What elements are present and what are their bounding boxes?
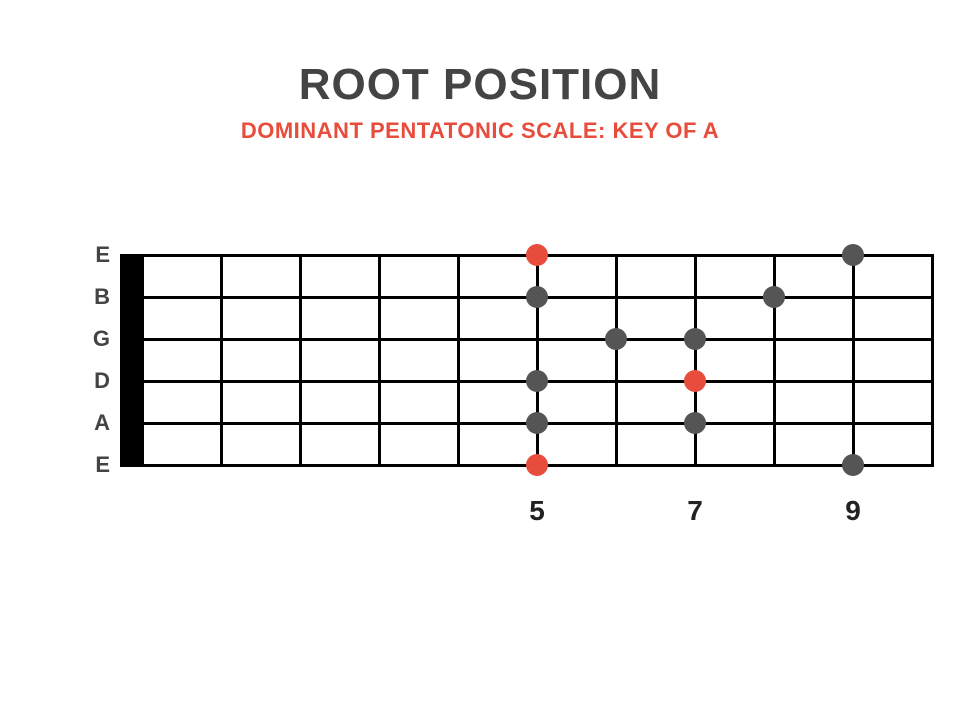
fret-line [852,254,855,467]
string-label: D [80,368,110,394]
page: { "title": { "text": "ROOT POSITION", "c… [0,0,960,720]
scale-note-dot [526,286,548,308]
string-label: E [80,242,110,268]
root-note-dot [526,454,548,476]
string-label: A [80,410,110,436]
diagram-title: ROOT POSITION [0,60,960,110]
scale-note-dot [763,286,785,308]
diagram-subtitle: DOMINANT PENTATONIC SCALE: KEY OF A [0,118,960,144]
scale-note-dot [684,328,706,350]
string-label: E [80,452,110,478]
scale-note-dot [684,412,706,434]
scale-note-dot [842,244,864,266]
string-label: G [80,326,110,352]
scale-note-dot [842,454,864,476]
fret-line [141,254,144,467]
fret-line [694,254,697,467]
scale-note-dot [605,328,627,350]
fret-line [931,254,934,467]
fret-line [378,254,381,467]
scale-note-dot [526,370,548,392]
fret-line [220,254,223,467]
fret-number: 9 [845,495,861,527]
fret-line [457,254,460,467]
fret-number: 7 [687,495,703,527]
fretboard-nut [120,254,142,467]
root-note-dot [526,244,548,266]
scale-note-dot [526,412,548,434]
string-line [120,338,932,341]
fret-number: 5 [529,495,545,527]
fret-line [299,254,302,467]
fret-line [615,254,618,467]
root-note-dot [684,370,706,392]
string-label: B [80,284,110,310]
